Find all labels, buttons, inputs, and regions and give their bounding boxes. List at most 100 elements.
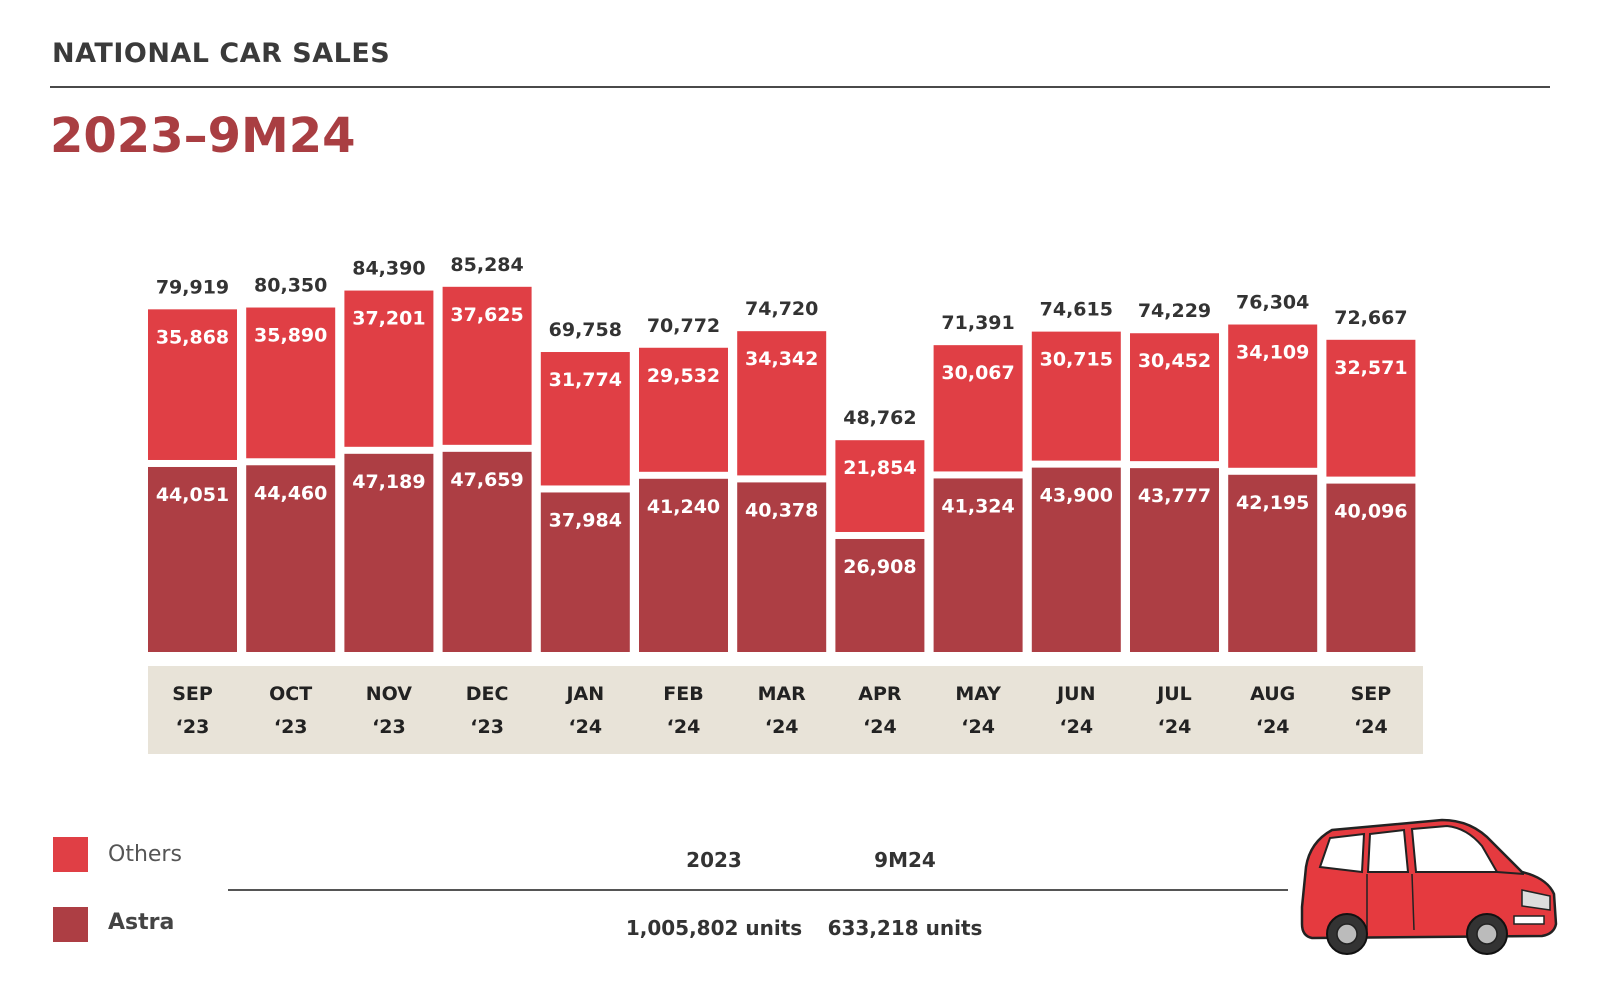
- x-tick-year: ‘24: [863, 716, 897, 738]
- x-tick-year: ‘23: [274, 716, 308, 738]
- data-label-astra: 41,240: [647, 496, 720, 518]
- legend-astra-label: Astra: [108, 910, 175, 935]
- summary-2023-value: 1,005,802 units: [625, 916, 803, 940]
- legend-others-swatch: [53, 837, 88, 872]
- bar-astra: [933, 478, 1023, 652]
- data-label-total: 72,667: [1334, 307, 1407, 329]
- bar-others: [148, 309, 237, 460]
- data-label-astra: 42,195: [1236, 492, 1309, 514]
- data-label-astra: 40,096: [1334, 501, 1407, 523]
- bar-others: [1228, 324, 1318, 468]
- data-label-others: 30,067: [941, 362, 1014, 384]
- bar-astra: [344, 453, 434, 652]
- data-label-others: 35,868: [156, 326, 229, 348]
- x-tick-year: ‘23: [372, 716, 406, 738]
- x-tick-month: SEP: [1351, 683, 1392, 705]
- category-axis-band: [148, 666, 1423, 754]
- x-tick-year: ‘24: [667, 716, 701, 738]
- bar-others: [1031, 331, 1121, 461]
- bar-others: [1130, 333, 1219, 462]
- bar-astra: [835, 538, 925, 652]
- summary-9m24-value: 633,218 units: [827, 916, 983, 940]
- data-label-astra: 26,908: [843, 556, 916, 578]
- bar-others: [540, 352, 630, 486]
- period-title: 2023–9M24: [50, 108, 356, 164]
- data-label-total: 80,350: [254, 275, 327, 297]
- data-label-others: 29,532: [647, 365, 720, 387]
- data-label-total: 85,284: [450, 254, 523, 276]
- x-tick-month: JAN: [564, 683, 604, 705]
- data-label-others: 37,201: [352, 308, 425, 330]
- summary-9m24-header: 9M24: [874, 848, 936, 872]
- data-label-others: 35,890: [254, 325, 327, 347]
- data-label-astra: 44,460: [254, 482, 327, 504]
- header-title: NATIONAL CAR SALES: [52, 38, 391, 69]
- x-tick-year: ‘24: [1354, 716, 1388, 738]
- x-tick-month: JUL: [1155, 683, 1192, 705]
- data-label-others: 30,452: [1138, 350, 1211, 372]
- x-tick-year: ‘23: [176, 716, 210, 738]
- bar-astra: [1130, 468, 1219, 652]
- data-label-total: 70,772: [647, 315, 720, 337]
- bar-astra: [639, 478, 728, 652]
- x-tick-month: MAR: [758, 683, 807, 705]
- bar-astra: [540, 492, 630, 652]
- summary-2023-header: 2023: [686, 848, 742, 872]
- data-label-astra: 47,189: [352, 471, 425, 493]
- stacked-bar-chart: 44,051 35,868 79,919 SEP ‘23 44,460 35,890 80,3…: [148, 254, 1423, 754]
- x-tick-month: APR: [858, 683, 902, 705]
- x-tick-month: MAY: [955, 683, 1001, 705]
- legend-astra-swatch: [53, 907, 88, 942]
- data-label-total: 48,762: [843, 407, 916, 429]
- bar-others: [639, 347, 728, 472]
- x-tick-month: OCT: [269, 683, 312, 705]
- x-tick-year: ‘24: [568, 716, 602, 738]
- bar-others: [1326, 339, 1416, 477]
- x-tick-month: JUN: [1055, 683, 1095, 705]
- data-label-astra: 43,900: [1040, 485, 1113, 507]
- bar-astra: [1326, 483, 1416, 652]
- data-label-others: 32,571: [1334, 357, 1407, 379]
- data-label-total: 74,720: [745, 298, 818, 320]
- data-label-total: 74,615: [1040, 299, 1113, 321]
- x-tick-month: AUG: [1250, 683, 1295, 705]
- car-icon: [1300, 818, 1558, 955]
- data-label-total: 76,304: [1236, 292, 1309, 314]
- data-label-astra: 41,324: [941, 495, 1014, 517]
- data-label-total: 84,390: [352, 258, 425, 280]
- data-label-astra: 43,777: [1138, 485, 1211, 507]
- data-label-others: 21,854: [843, 457, 916, 479]
- x-tick-month: SEP: [172, 683, 213, 705]
- bar-others: [835, 440, 925, 532]
- data-label-others: 37,625: [450, 304, 523, 326]
- x-tick-year: ‘24: [961, 716, 995, 738]
- data-label-astra: 40,378: [745, 499, 818, 521]
- legend-others-label: Others: [108, 842, 182, 867]
- bar-astra: [148, 466, 237, 652]
- data-label-total: 71,391: [941, 312, 1014, 334]
- data-label-astra: 44,051: [156, 484, 229, 506]
- bar-others: [737, 331, 827, 476]
- x-tick-month: NOV: [366, 683, 413, 705]
- x-tick-year: ‘24: [1059, 716, 1093, 738]
- bar-others: [246, 307, 336, 459]
- bar-others: [344, 290, 434, 447]
- data-label-astra: 37,984: [549, 509, 622, 531]
- bar-astra: [1228, 474, 1318, 652]
- x-tick-year: ‘23: [470, 716, 504, 738]
- bar-astra: [442, 451, 532, 652]
- data-label-total: 79,919: [156, 276, 229, 298]
- data-label-others: 30,715: [1040, 349, 1113, 371]
- data-label-others: 31,774: [549, 369, 622, 391]
- bar-astra: [1031, 467, 1121, 652]
- bar-astra: [737, 482, 827, 652]
- x-tick-month: DEC: [466, 683, 509, 705]
- data-label-astra: 47,659: [450, 469, 523, 491]
- x-tick-year: ‘24: [765, 716, 799, 738]
- bar-others: [933, 345, 1023, 472]
- x-tick-month: FEB: [663, 683, 703, 705]
- bar-astra: [246, 465, 336, 652]
- x-tick-year: ‘24: [1158, 716, 1192, 738]
- data-label-total: 74,229: [1138, 300, 1211, 322]
- summary-divider: [228, 889, 1288, 891]
